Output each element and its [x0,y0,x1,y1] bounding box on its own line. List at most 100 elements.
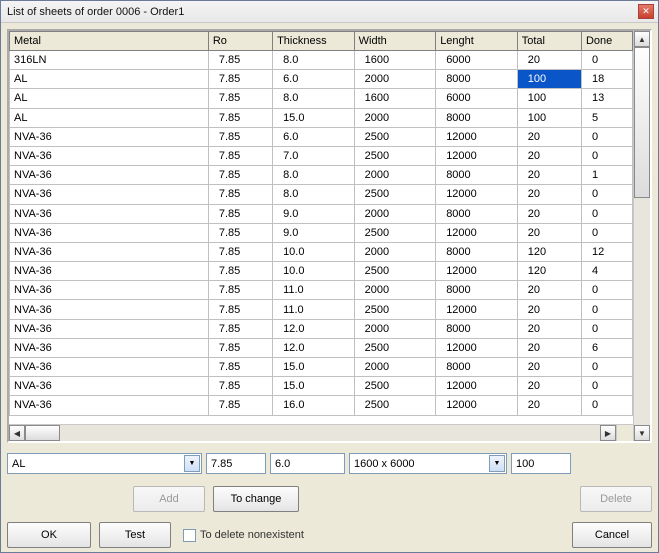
table-cell[interactable]: 7.85 [208,338,272,357]
vertical-scrollbar[interactable]: ▲ ▼ [633,31,650,441]
table-cell[interactable]: 12000 [436,262,518,281]
table-cell[interactable]: 2000 [354,242,436,261]
table-cell[interactable]: 15.0 [273,358,355,377]
table-cell[interactable]: 2500 [354,146,436,165]
table-cell[interactable]: 20 [517,377,581,396]
table-cell[interactable]: 20 [517,166,581,185]
hscroll-track[interactable] [25,425,600,441]
table-cell[interactable]: 100 [517,108,581,127]
table-cell[interactable]: 2000 [354,166,436,185]
table-cell[interactable]: 20 [517,51,581,70]
size-combo[interactable]: 1600 x 6000 ▼ [349,453,507,474]
vscroll-thumb[interactable] [634,47,650,198]
table-cell[interactable]: 7.85 [208,262,272,281]
thickness-field[interactable]: 6.0 [270,453,345,474]
table-cell[interactable]: 0 [581,396,632,415]
table-cell[interactable]: 2500 [354,127,436,146]
table-cell[interactable]: 316LN [10,51,209,70]
hscroll-thumb[interactable] [25,425,60,441]
table-cell[interactable]: 20 [517,396,581,415]
column-header[interactable]: Ro [208,32,272,51]
table-cell[interactable]: 11.0 [273,281,355,300]
column-header[interactable]: Thickness [273,32,355,51]
table-row[interactable]: NVA-367.8510.02500120001204 [10,262,633,281]
table-cell[interactable]: NVA-36 [10,396,209,415]
table-cell[interactable]: 20 [517,185,581,204]
table-cell[interactable]: 8000 [436,204,518,223]
table-cell[interactable]: 7.85 [208,242,272,261]
table-row[interactable]: NVA-367.8512.020008000200 [10,319,633,338]
table-cell[interactable]: AL [10,70,209,89]
table-cell[interactable]: 10.0 [273,262,355,281]
table-cell[interactable]: 8000 [436,319,518,338]
table-cell[interactable]: 8.0 [273,89,355,108]
table-cell[interactable]: NVA-36 [10,166,209,185]
table-cell[interactable]: NVA-36 [10,185,209,204]
table-row[interactable]: NVA-367.8516.0250012000200 [10,396,633,415]
table-row[interactable]: NVA-367.859.0250012000200 [10,223,633,242]
table-cell[interactable]: 0 [581,146,632,165]
add-button[interactable]: Add [133,486,205,512]
table-cell[interactable]: 12000 [436,396,518,415]
table-cell[interactable]: 0 [581,204,632,223]
table-cell[interactable]: 20 [517,358,581,377]
column-header[interactable]: Metal [10,32,209,51]
table-cell[interactable]: NVA-36 [10,338,209,357]
delete-nonexistent-checkbox[interactable]: To delete nonexistent [183,529,304,542]
table-cell[interactable]: 7.85 [208,204,272,223]
table-cell[interactable]: 8000 [436,242,518,261]
table-cell[interactable]: 0 [581,223,632,242]
table-row[interactable]: NVA-367.856.0250012000200 [10,127,633,146]
table-cell[interactable]: 8000 [436,281,518,300]
chevron-down-icon[interactable]: ▼ [184,455,200,472]
table-cell[interactable]: 12.0 [273,338,355,357]
table-cell[interactable]: 2500 [354,338,436,357]
scroll-left-icon[interactable]: ◀ [9,425,25,441]
table-cell[interactable]: 7.85 [208,281,272,300]
table-cell[interactable]: 20 [517,127,581,146]
horizontal-scrollbar[interactable]: ◀ ▶ [9,424,633,441]
column-header[interactable]: Done [581,32,632,51]
close-icon[interactable]: ✕ [638,4,654,19]
table-cell[interactable]: 7.85 [208,223,272,242]
table-cell[interactable]: 6000 [436,51,518,70]
test-button[interactable]: Test [99,522,171,548]
table-cell[interactable]: NVA-36 [10,377,209,396]
ok-button[interactable]: OK [7,522,91,548]
table-cell[interactable]: 2500 [354,377,436,396]
table-cell[interactable]: 6 [581,338,632,357]
table-cell[interactable]: 0 [581,319,632,338]
table-cell[interactable]: NVA-36 [10,127,209,146]
table-cell[interactable]: 13 [581,89,632,108]
table-cell[interactable]: NVA-36 [10,358,209,377]
table-cell[interactable]: 1 [581,166,632,185]
table-cell[interactable]: NVA-36 [10,204,209,223]
table-cell[interactable]: NVA-36 [10,242,209,261]
table-cell[interactable]: 9.0 [273,223,355,242]
column-header[interactable]: Width [354,32,436,51]
table-row[interactable]: NVA-367.858.020008000201 [10,166,633,185]
sheets-table[interactable]: MetalRoThicknessWidthLenghtTotalDone 316… [9,31,633,416]
table-cell[interactable]: 0 [581,377,632,396]
table-cell[interactable]: 2000 [354,358,436,377]
table-cell[interactable]: 2000 [354,319,436,338]
table-cell[interactable]: 2000 [354,108,436,127]
table-cell[interactable]: 0 [581,358,632,377]
table-row[interactable]: NVA-367.8515.0250012000200 [10,377,633,396]
table-cell[interactable]: 8.0 [273,51,355,70]
metal-combo[interactable]: AL ▼ [7,453,202,474]
table-cell[interactable]: 2500 [354,185,436,204]
scroll-down-icon[interactable]: ▼ [634,425,650,441]
chevron-down-icon[interactable]: ▼ [489,455,505,472]
table-row[interactable]: NVA-367.8515.020008000200 [10,358,633,377]
table-cell[interactable]: 120 [517,262,581,281]
vscroll-track[interactable] [634,47,650,425]
table-cell[interactable]: 7.85 [208,396,272,415]
table-cell[interactable]: NVA-36 [10,262,209,281]
table-cell[interactable]: 12000 [436,338,518,357]
table-cell[interactable]: NVA-36 [10,300,209,319]
table-row[interactable]: NVA-367.8510.02000800012012 [10,242,633,261]
table-cell[interactable]: 100 [517,70,581,89]
table-cell[interactable]: 20 [517,204,581,223]
table-cell[interactable]: 4 [581,262,632,281]
